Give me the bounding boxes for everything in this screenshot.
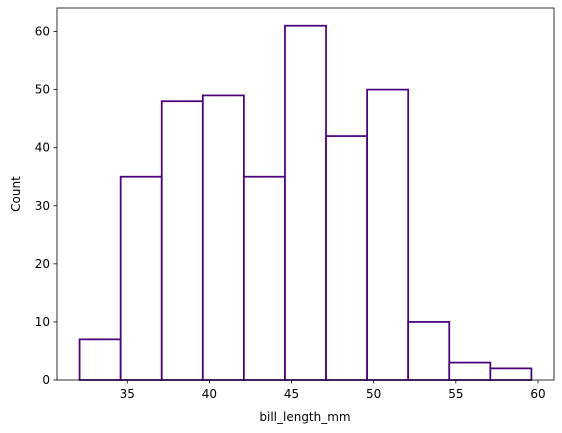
y-axis-label: Count bbox=[9, 176, 23, 212]
bar bbox=[366, 88, 410, 381]
bar bbox=[325, 135, 368, 381]
x-tick-label: 60 bbox=[530, 387, 545, 401]
bar bbox=[201, 94, 245, 381]
bar bbox=[284, 24, 327, 381]
y-tick-label: 0 bbox=[42, 373, 50, 387]
bar bbox=[407, 321, 451, 381]
y-tick-label: 10 bbox=[35, 315, 50, 329]
y-tick-label: 40 bbox=[35, 141, 50, 155]
plot-frame bbox=[56, 7, 555, 381]
y-tick-label: 50 bbox=[35, 83, 50, 97]
y-tick-label: 20 bbox=[35, 257, 50, 271]
bar bbox=[78, 338, 122, 381]
x-tick-label: 35 bbox=[120, 387, 135, 401]
x-axis-label: bill_length_mm bbox=[259, 410, 350, 424]
bar bbox=[489, 367, 533, 381]
y-tick-label: 30 bbox=[35, 199, 50, 213]
bar bbox=[119, 175, 163, 381]
x-tick-label: 40 bbox=[202, 387, 217, 401]
x-tick-label: 50 bbox=[366, 387, 381, 401]
x-tick-label: 55 bbox=[448, 387, 463, 401]
y-tick-label: 60 bbox=[35, 25, 50, 39]
bar bbox=[160, 100, 204, 381]
bar bbox=[448, 361, 492, 381]
bar bbox=[243, 175, 286, 381]
x-tick-label: 45 bbox=[284, 387, 299, 401]
